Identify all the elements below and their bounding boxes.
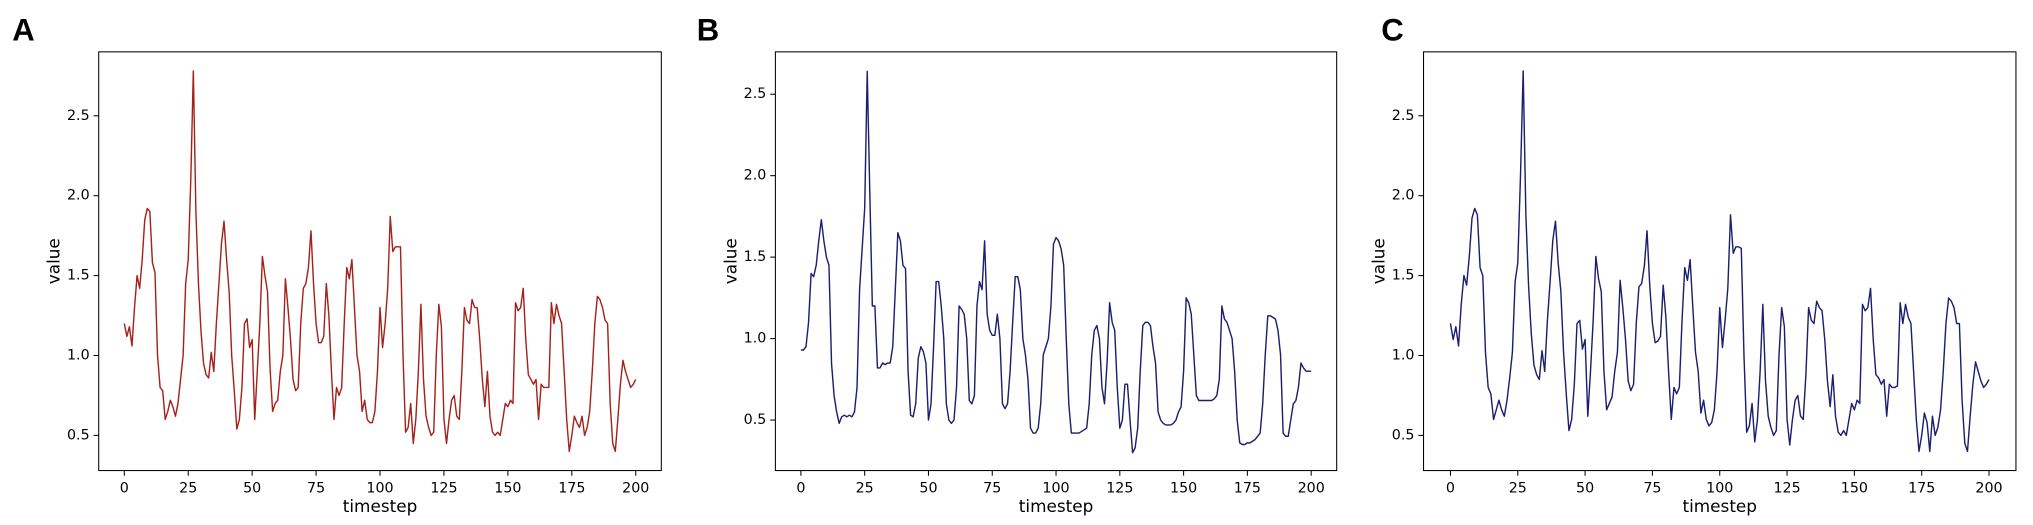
axes-frame xyxy=(774,51,1338,472)
x-tick-label: 100 xyxy=(1042,481,1069,497)
x-axis-label: timestep xyxy=(1682,496,1757,516)
x-tick-label: 25 xyxy=(856,481,874,497)
x-tick-label: 50 xyxy=(243,481,261,497)
x-tick-label: 125 xyxy=(1106,481,1133,497)
y-tick-label: 2.5 xyxy=(67,108,90,124)
subplot: C 0.5 1.0 1.5 2.0 2.5 0 25 50 75 100 125 150 175 200 ti… xyxy=(1368,13,2017,516)
y-axis-label: value xyxy=(720,238,740,284)
x-tick-label: 175 xyxy=(558,481,585,497)
data-line xyxy=(800,70,1312,454)
x-tick-label: 150 xyxy=(1170,481,1197,497)
x-tick-label: 175 xyxy=(1908,481,1935,497)
x-tick-label: 0 xyxy=(120,481,129,497)
x-axis-label: timestep xyxy=(343,496,418,516)
x-tick-label: 50 xyxy=(919,481,937,497)
y-tick-label: 0.5 xyxy=(67,427,90,443)
subplot: B 0.5 1.0 1.5 2.0 2.5 0 25 50 75 100 125 150 175 200 ti… xyxy=(697,13,1338,516)
data-line xyxy=(123,70,637,453)
x-tick-label: 25 xyxy=(1509,481,1527,497)
x-axis-label: timestep xyxy=(1019,496,1094,516)
x-tick-label: 75 xyxy=(1643,481,1661,497)
x-tick-label: 0 xyxy=(796,481,805,497)
y-tick-label: 2.0 xyxy=(1392,188,1415,204)
x-tick-label: 75 xyxy=(983,481,1001,497)
x-tick-label: 25 xyxy=(179,481,197,497)
panel-label: B xyxy=(697,13,719,48)
x-tick-label: 0 xyxy=(1446,481,1455,497)
x-tick-label: 175 xyxy=(1234,481,1261,497)
y-tick-label: 2.0 xyxy=(744,168,767,184)
y-tick-label: 2.5 xyxy=(744,86,767,102)
y-tick-label: 0.5 xyxy=(744,412,767,428)
y-tick-label: 1.5 xyxy=(1392,268,1415,284)
x-tick-label: 100 xyxy=(366,481,393,497)
x-tick-label: 50 xyxy=(1576,481,1594,497)
x-tick-label: 125 xyxy=(430,481,457,497)
y-tick-label: 1.0 xyxy=(67,347,90,363)
x-tick-label: 150 xyxy=(1841,481,1868,497)
x-tick-label: 150 xyxy=(494,481,521,497)
panel-label: C xyxy=(1381,13,1403,48)
axes-frame xyxy=(98,51,662,472)
y-tick-label: 1.0 xyxy=(1392,347,1415,363)
y-tick-label: 1.0 xyxy=(744,331,767,347)
y-tick-label: 2.0 xyxy=(67,188,90,204)
x-tick-label: 200 xyxy=(622,481,649,497)
axes-frame xyxy=(1423,51,2017,472)
y-tick-label: 1.5 xyxy=(67,268,90,284)
x-tick-label: 200 xyxy=(1975,481,2002,497)
subplot: A 0.5 1.0 1.5 2.0 2.5 0 25 50 75 100 125 150 175 200 ti… xyxy=(12,13,662,516)
y-tick-label: 0.5 xyxy=(1392,427,1415,443)
x-tick-label: 100 xyxy=(1706,481,1733,497)
x-tick-label: 200 xyxy=(1298,481,1325,497)
panel-label: A xyxy=(12,13,34,48)
x-tick-label: 75 xyxy=(307,481,325,497)
x-tick-label: 125 xyxy=(1773,481,1800,497)
y-axis-label: value xyxy=(44,238,64,284)
y-tick-label: 2.5 xyxy=(1392,108,1415,124)
y-axis-label: value xyxy=(1368,238,1388,284)
y-tick-label: 1.5 xyxy=(744,249,767,265)
data-line xyxy=(1449,70,1990,453)
